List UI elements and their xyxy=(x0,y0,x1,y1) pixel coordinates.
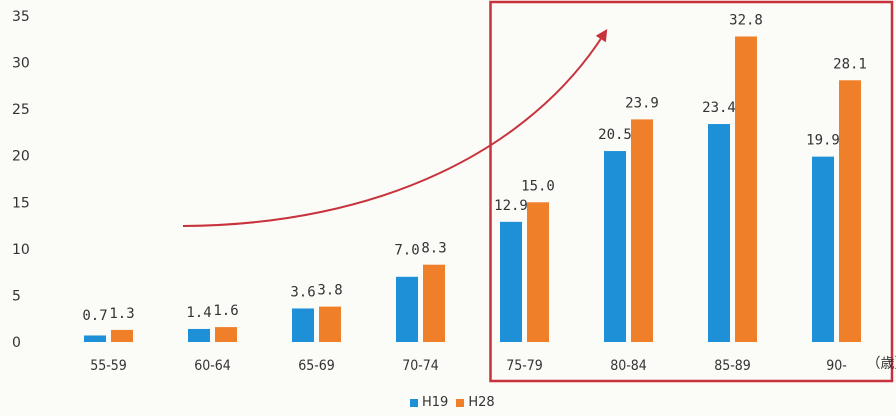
legend-swatch-h28 xyxy=(456,398,465,407)
trend-arrow xyxy=(182,28,608,227)
x-category-label: 70-74 xyxy=(402,358,439,374)
x-category-label: 75-79 xyxy=(506,358,543,374)
data-label: 32.8 xyxy=(729,12,763,28)
legend-swatch-h19 xyxy=(410,398,418,407)
bar-h28-90- xyxy=(839,80,861,343)
legend: H19 H28 xyxy=(410,395,495,410)
data-label: 7.0 xyxy=(394,243,419,259)
data-label: 23.4 xyxy=(702,100,736,116)
data-label: 3.8 xyxy=(317,283,342,299)
y-tick-label: 20 xyxy=(12,149,30,165)
y-tick-label: 15 xyxy=(12,195,30,211)
data-label: 3.6 xyxy=(290,285,315,301)
data-label: 8.3 xyxy=(421,241,446,257)
bar-h28-75-79 xyxy=(527,202,549,342)
bar-h28-80-84 xyxy=(631,119,653,342)
x-category-label: 60-64 xyxy=(194,358,231,374)
data-label: 12.9 xyxy=(494,198,528,214)
bar-h19-70-74 xyxy=(396,276,418,342)
x-category-label: 65-69 xyxy=(298,358,335,374)
data-label: 23.9 xyxy=(625,95,659,111)
highlight-frame xyxy=(489,0,894,383)
data-label: 1.4 xyxy=(186,305,211,321)
bar-h28-85-89 xyxy=(735,36,757,343)
x-category-label: 90- xyxy=(826,358,847,374)
legend-label-h28: H28 xyxy=(468,395,495,410)
y-tick-label: 0 xyxy=(12,335,21,351)
bar-h19-60-64 xyxy=(188,328,210,342)
y-tick-label: 5 xyxy=(12,288,21,304)
data-label: 28.1 xyxy=(833,56,867,72)
bar-h19-90- xyxy=(812,156,834,342)
y-tick-label: 10 xyxy=(12,242,30,258)
bar-h19-80-84 xyxy=(604,151,626,342)
bar-h28-60-64 xyxy=(215,327,237,342)
bar-h19-75-79 xyxy=(500,221,522,342)
bar-h19-55-59 xyxy=(84,335,106,342)
y-tick-label: 25 xyxy=(12,102,30,118)
data-label: 1.6 xyxy=(213,303,238,319)
x-axis-unit-label: （歳） xyxy=(867,356,896,372)
bar-h28-65-69 xyxy=(319,306,341,342)
data-label: 19.9 xyxy=(806,133,840,149)
y-tick-label: 30 xyxy=(12,56,30,72)
x-category-label: 85-89 xyxy=(714,358,751,374)
data-label: 15.0 xyxy=(521,178,555,194)
x-category-label: 80-84 xyxy=(610,358,647,374)
data-label: 1.3 xyxy=(109,306,134,322)
x-category-label: 55-59 xyxy=(90,358,127,374)
bar-h19-65-69 xyxy=(292,308,314,342)
y-tick-label: 35 xyxy=(12,9,30,25)
data-label: 20.5 xyxy=(598,127,632,143)
bar-h28-70-74 xyxy=(423,264,445,342)
bar-h28-55-59 xyxy=(111,329,133,342)
legend-label-h19: H19 xyxy=(422,395,449,410)
data-label: 0.7 xyxy=(82,308,107,324)
bar-h19-85-89 xyxy=(708,124,730,342)
